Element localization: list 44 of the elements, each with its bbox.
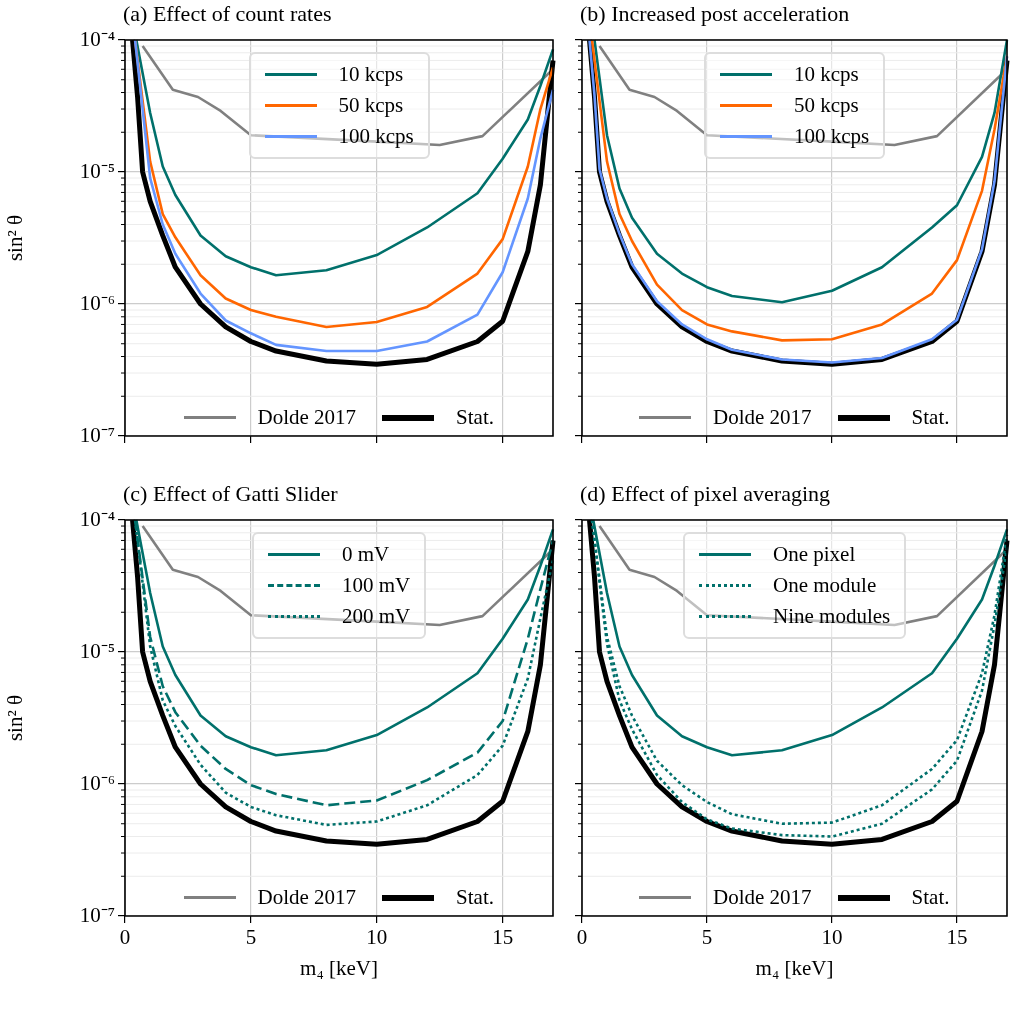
x-tick-label: 15: [946, 925, 968, 950]
x-tick-label: 0: [119, 925, 131, 950]
y-tick-label: 10⁻⁶: [79, 290, 115, 315]
x-tick-label: 10: [366, 925, 388, 950]
y-axis-title: sin² θ: [3, 214, 28, 262]
y-tick-label: 10⁻⁷: [79, 902, 115, 927]
x-tick-label: 0: [576, 925, 588, 950]
chart-title: (d) Effect of pixel averaging: [580, 481, 831, 507]
legend-label: One pixel: [773, 542, 856, 567]
legend-label: 10 kcps: [794, 62, 859, 87]
y-tick-label: 10⁻⁴: [79, 506, 115, 531]
legend-label: 50 kcps: [794, 93, 859, 118]
x-axis-title: m₄ [keV]: [755, 955, 834, 980]
legend-label: Dolde 2017: [257, 885, 357, 910]
y-tick-label: 10⁻⁵: [79, 158, 115, 183]
y-tick-label: 10⁻⁵: [79, 638, 115, 663]
x-tick-label: 5: [701, 925, 713, 950]
y-tick-label: 10⁻⁷: [79, 422, 115, 447]
y-tick-label: 10⁻⁴: [79, 26, 115, 51]
legend-label: 200 mV: [342, 604, 411, 629]
chart-title: (a) Effect of count rates: [123, 1, 332, 27]
legend-label: 100 mV: [342, 573, 411, 598]
legend-label: Dolde 2017: [713, 405, 812, 430]
legend-label: 100 kcps: [338, 124, 414, 149]
legend-label: One module: [773, 573, 877, 598]
legend-label: 100 kcps: [794, 124, 870, 149]
chart-title: (b) Increased post acceleration: [580, 1, 850, 27]
y-axis-title: sin² θ: [3, 694, 28, 742]
legend-label: 0 mV: [342, 542, 390, 567]
legend-label: Stat.: [456, 405, 494, 430]
x-axis-title: m₄ [keV]: [300, 955, 378, 980]
legend-label: 50 kcps: [338, 93, 404, 118]
legend-label: Stat.: [911, 405, 950, 430]
legend-label: Stat.: [456, 885, 494, 910]
chart-title: (c) Effect of Gatti Slider: [123, 481, 338, 507]
legend-label: Stat.: [911, 885, 950, 910]
x-tick-label: 15: [492, 925, 514, 950]
legend-label: Dolde 2017: [713, 885, 812, 910]
x-tick-label: 5: [245, 925, 257, 950]
legend-label: Dolde 2017: [257, 405, 357, 430]
legend-label: Nine modules: [773, 604, 891, 629]
legend-label: 10 kcps: [338, 62, 404, 87]
x-tick-label: 10: [821, 925, 843, 950]
y-tick-label: 10⁻⁶: [79, 770, 115, 795]
